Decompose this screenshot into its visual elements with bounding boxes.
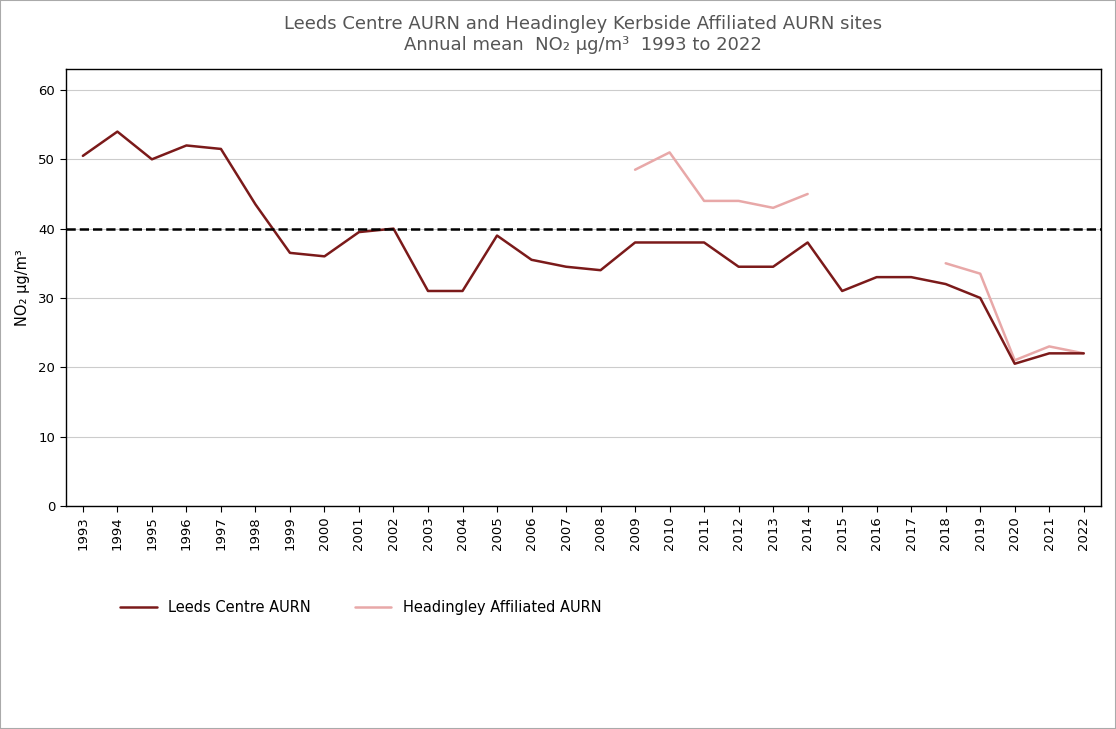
- Leeds Centre AURN: [870, 273, 884, 281]
- Y-axis label: NO₂ μg/m³: NO₂ μg/m³: [15, 249, 30, 326]
- Leeds Centre AURN: [1077, 349, 1090, 358]
- Leeds Centre AURN: [594, 266, 607, 275]
- Leeds Centre AURN: [490, 231, 503, 240]
- Leeds Centre AURN: [145, 155, 158, 164]
- Leeds Centre AURN: [214, 144, 228, 153]
- Headingley Affiliated AURN: [767, 203, 780, 212]
- Headingley Affiliated AURN: [628, 165, 642, 174]
- Leeds Centre AURN: [455, 286, 469, 295]
- Leeds Centre AURN: [732, 262, 745, 271]
- Leeds Centre AURN: [422, 286, 435, 295]
- Headingley Affiliated AURN: [663, 148, 676, 157]
- Leeds Centre AURN: [525, 255, 538, 264]
- Leeds Centre AURN: [973, 294, 987, 303]
- Leeds Centre AURN: [353, 227, 366, 236]
- Leeds Centre AURN: [939, 280, 952, 289]
- Leeds Centre AURN: [76, 152, 89, 160]
- Line: Headingley Affiliated AURN: Headingley Affiliated AURN: [635, 152, 808, 208]
- Line: Leeds Centre AURN: Leeds Centre AURN: [83, 132, 1084, 364]
- Leeds Centre AURN: [836, 286, 849, 295]
- Leeds Centre AURN: [801, 238, 815, 247]
- Leeds Centre AURN: [904, 273, 917, 281]
- Leeds Centre AURN: [559, 262, 573, 271]
- Leeds Centre AURN: [767, 262, 780, 271]
- Leeds Centre AURN: [698, 238, 711, 247]
- Legend: Leeds Centre AURN, Headingley Affiliated AURN: Leeds Centre AURN, Headingley Affiliated…: [114, 594, 607, 620]
- Leeds Centre AURN: [180, 141, 193, 150]
- Leeds Centre AURN: [663, 238, 676, 247]
- Headingley Affiliated AURN: [698, 197, 711, 206]
- Leeds Centre AURN: [318, 252, 331, 261]
- Leeds Centre AURN: [1008, 359, 1021, 368]
- Title: Leeds Centre AURN and Headingley Kerbside Affiliated AURN sites
Annual mean  NO₂: Leeds Centre AURN and Headingley Kerbsid…: [285, 15, 883, 54]
- Leeds Centre AURN: [110, 128, 124, 136]
- Leeds Centre AURN: [387, 225, 401, 233]
- Leeds Centre AURN: [249, 200, 262, 208]
- Leeds Centre AURN: [628, 238, 642, 247]
- Headingley Affiliated AURN: [732, 197, 745, 206]
- Leeds Centre AURN: [1042, 349, 1056, 358]
- Headingley Affiliated AURN: [801, 190, 815, 198]
- Leeds Centre AURN: [283, 249, 297, 257]
